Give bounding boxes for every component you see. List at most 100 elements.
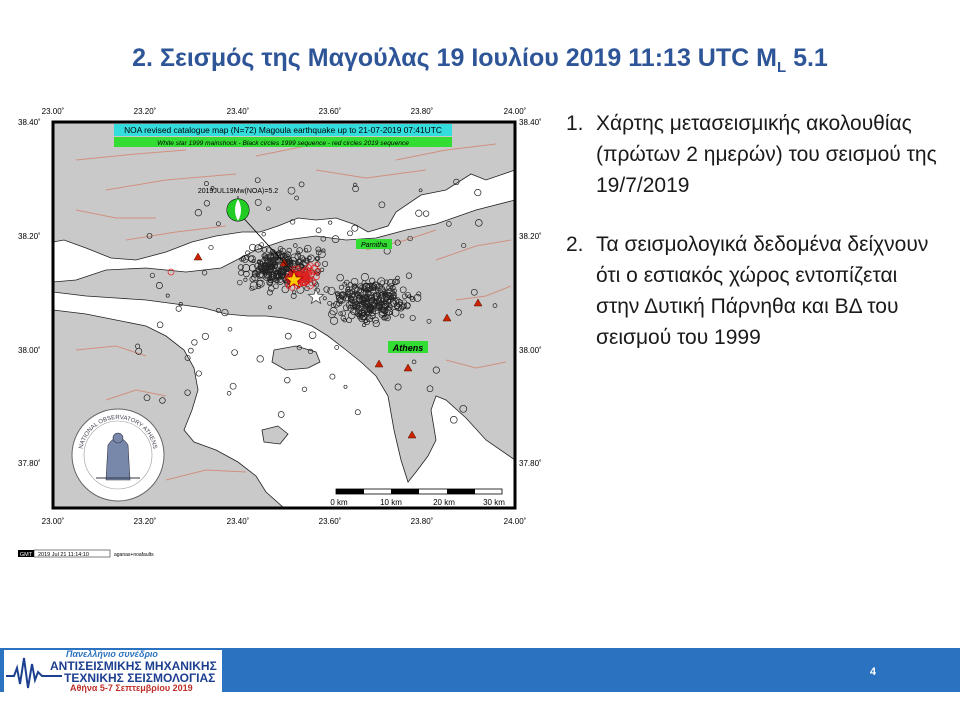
aftershock-1999 xyxy=(474,189,482,197)
aftershock-1999 xyxy=(237,264,244,271)
logo-line-4: Αθήνα 5-7 Σεπτεμβρίου 2019 xyxy=(70,683,193,693)
lon-tick-bottom-3: 23.40˚ xyxy=(227,517,250,526)
lon-tick-bottom-5: 23.80˚ xyxy=(411,517,434,526)
aftershock-1999 xyxy=(304,258,311,264)
aftershock-1999 xyxy=(331,303,336,309)
aftershock-1999 xyxy=(348,299,356,307)
title-magnitude: 5.1 xyxy=(786,44,828,72)
station-triangle xyxy=(442,313,452,322)
aftershock-1999 xyxy=(265,262,272,268)
aftershock-1999 xyxy=(416,291,422,297)
aftershock-1999 xyxy=(159,397,166,404)
aftershock-1999 xyxy=(266,206,271,211)
observatory-seal: NATIONAL OBSERVATORY ATHENS xyxy=(71,408,165,502)
aftershock-1999 xyxy=(146,232,153,239)
aftershock-1999 xyxy=(360,297,369,306)
aftershock-1999 xyxy=(266,279,274,286)
mainshock-1999-star xyxy=(307,287,325,305)
aftershock-1999 xyxy=(368,294,375,302)
aftershock-1999 xyxy=(254,177,261,184)
aftershock-1999 xyxy=(318,250,326,259)
aftershock-1999 xyxy=(314,256,320,262)
lat-tick-right-1: 38.40˚ xyxy=(519,118,542,127)
land-central-greece xyxy=(53,122,515,261)
aftershock-1999 xyxy=(231,349,238,356)
aftershock-1999 xyxy=(304,285,310,292)
aftershock-1999 xyxy=(329,373,336,380)
aftershock-1999 xyxy=(375,300,381,306)
gmt-stamp: 2019 Jul 21 11:14:10 xyxy=(38,552,89,558)
aftershock-1999 xyxy=(386,288,392,294)
aftershock-1999 xyxy=(277,271,286,279)
aftershock-1999 xyxy=(278,267,286,275)
aftershock-1999 xyxy=(426,385,434,393)
aftershock-1999 xyxy=(298,181,305,188)
page-number: 4 xyxy=(869,666,876,678)
conference-logo: Πανελλήνιο συνέδριο ΑΝΤΙΣΕΙΣΜΙΚΗΣ ΜΗΧΑΝΙ… xyxy=(4,649,222,693)
logo-line-2: ΑΝΤΙΣΕΙΣΜΙΚΗΣ ΜΗΧΑΝΙΚΗΣ xyxy=(50,659,217,673)
parnitha-label: Parnitha xyxy=(361,242,387,249)
aftershock-1999 xyxy=(382,292,388,298)
aftershock-1999 xyxy=(347,311,356,320)
parnitha-label-bg xyxy=(356,239,392,249)
aftershock-1999 xyxy=(361,285,366,290)
aftershock-1999 xyxy=(203,200,211,207)
bullet-number-1: 1. xyxy=(566,112,584,135)
aftershock-1999 xyxy=(267,305,272,310)
aftershock-1999 xyxy=(210,186,215,190)
scale-label-30: 30 km xyxy=(483,498,505,507)
aftershock-1999 xyxy=(201,332,209,340)
aftershock-1999 xyxy=(453,178,460,186)
aftershock-1999 xyxy=(365,305,373,313)
aftershock-1999 xyxy=(323,286,330,293)
aftershock-1999 xyxy=(409,314,416,322)
aftershock-1999 xyxy=(363,294,369,300)
aftershock-1999 xyxy=(242,264,251,273)
aftershock-1999 xyxy=(352,185,359,193)
gmt-user: aganas+noafaults xyxy=(114,552,154,558)
aftershock-1999 xyxy=(352,305,357,310)
aftershock-1999 xyxy=(398,301,403,307)
aftershock-1999 xyxy=(268,271,277,280)
aftershock-1999 xyxy=(334,345,340,350)
scale-label-10: 10 km xyxy=(380,498,402,507)
aftershock-1999 xyxy=(378,201,386,209)
aftershock-1999 xyxy=(285,251,291,257)
aftershock-1999 xyxy=(344,279,350,286)
aftershock-1999 xyxy=(203,181,209,187)
aftershock-1999 xyxy=(352,283,358,288)
aftershock-1999 xyxy=(301,386,308,392)
aftershock-1999 xyxy=(191,339,198,346)
aftershock-1999 xyxy=(446,221,452,227)
aftershock-1999 xyxy=(156,321,164,329)
aftershock-1999 xyxy=(194,209,203,217)
aftershock-1999 xyxy=(405,291,411,298)
aftershock-1999 xyxy=(354,409,361,416)
bullet-number-2: 2. xyxy=(566,233,584,256)
aftershock-1999 xyxy=(372,316,379,324)
aftershock-1999 xyxy=(295,250,301,256)
lat-tick-right-2: 38.20˚ xyxy=(519,232,542,241)
land-aegina xyxy=(261,425,289,445)
aftershock-2019 xyxy=(314,262,320,268)
aftershock-1999 xyxy=(413,294,422,302)
aftershock-1999 xyxy=(311,279,318,286)
aftershock-1999 xyxy=(215,221,221,227)
aftershock-1999 xyxy=(336,294,345,303)
station-triangle xyxy=(473,298,483,307)
aftershock-1999 xyxy=(262,253,269,260)
map-header-line2: White star 1999 mainshock - Black circle… xyxy=(157,140,409,147)
aftershock-1999 xyxy=(201,270,208,276)
aftershock-1999 xyxy=(328,220,333,225)
aftershock-1999 xyxy=(411,359,417,365)
aftershock-1999 xyxy=(255,266,263,274)
aftershock-1999 xyxy=(314,282,320,288)
aftershock-1999 xyxy=(380,303,389,311)
aftershock-1999 xyxy=(354,291,361,297)
aftershock-1999 xyxy=(383,294,390,301)
seismogram-icon xyxy=(6,657,62,689)
aftershock-1999 xyxy=(492,303,498,308)
title-main: 2. Σεισμός της Μαγούλας 19 Ιουλίου 2019 … xyxy=(132,44,777,72)
aftershock-1999 xyxy=(386,284,393,291)
mainshock-2019-star xyxy=(284,269,304,289)
